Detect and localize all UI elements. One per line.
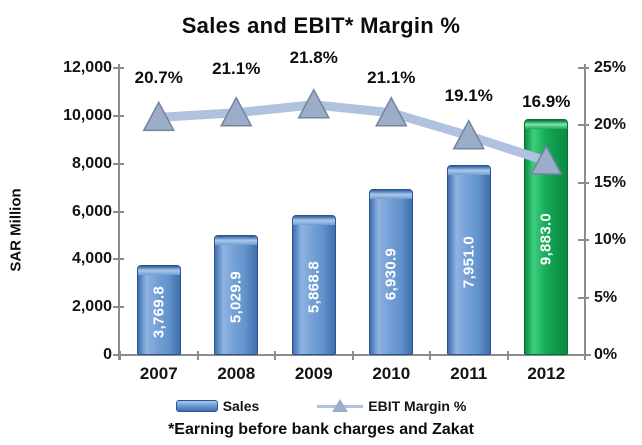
y2-axis-tick	[578, 296, 589, 299]
x-axis-year-label: 2007	[139, 364, 178, 383]
legend-item-ebit: EBIT Margin %	[317, 398, 466, 414]
y2-axis-tick-label: 5%	[594, 288, 618, 306]
bar-top-bevel	[292, 215, 335, 225]
y2-axis-tick-label: 0%	[594, 346, 618, 363]
ebit-margin-label: 21.8%	[289, 47, 338, 67]
legend-ebit-label: EBIT Margin %	[368, 398, 467, 414]
sales-bar-2009	[291, 214, 336, 355]
y-axis-tick-label: 2,000	[71, 298, 112, 316]
triangle-marker-icon	[297, 88, 331, 119]
x-axis-tick	[196, 351, 199, 360]
x-axis-year-label: 2009	[294, 364, 333, 383]
sales-value-label: 9,883.0	[537, 212, 555, 265]
x-axis-year-label: 2008	[217, 364, 256, 383]
y-axis-tick-label: 4,000	[71, 250, 112, 268]
y-axis-tick-label: 10,000	[63, 106, 112, 124]
x-axis-year-label: 2012	[527, 364, 566, 383]
y2-axis-tick-label: 10%	[594, 231, 627, 249]
sales-bar-2011	[446, 164, 491, 355]
y-axis-tick	[113, 114, 124, 117]
y2-axis-tick-label: 15%	[594, 173, 627, 191]
y-axis-tick	[113, 162, 124, 165]
x-axis-tick	[429, 351, 431, 360]
ebit-margin-label: 21.1%	[367, 67, 416, 87]
y2-axis-tick	[578, 124, 589, 127]
x-axis-tick	[119, 351, 121, 360]
x-axis-year-label: 2010	[372, 364, 411, 383]
ebit-margin-label: 16.9%	[522, 91, 571, 111]
footnote: *Earning before bank charges and Zakat	[168, 421, 474, 438]
y-axis-tick	[113, 210, 124, 213]
right-axis-line	[584, 64, 586, 360]
ebit-margin-label: 19.1%	[444, 85, 493, 105]
y2-axis-tick-label: 20%	[594, 116, 627, 134]
bar-top-bevel	[447, 165, 490, 175]
triangle-marker-icon	[374, 96, 408, 127]
triangle-marker-icon	[142, 100, 176, 132]
triangle-line-icon	[317, 398, 364, 414]
y-axis-tick-label: 12,000	[63, 59, 112, 76]
sales-bar-2008	[214, 234, 259, 355]
x-axis-tick	[506, 351, 509, 360]
y2-axis-tick	[578, 181, 589, 184]
legend: Sales EBIT Margin %	[0, 398, 642, 414]
sales-bar-2010	[369, 189, 414, 355]
y-axis-tick-label: 8,000	[71, 154, 112, 172]
bar-top-bevel	[525, 119, 568, 129]
y2-axis-tick	[578, 354, 589, 356]
sales-value-label: 6,930.9	[382, 248, 400, 301]
x-axis-tick	[351, 351, 354, 360]
sales-value-label: 3,769.8	[150, 285, 168, 338]
sales-value-label: 5,868.8	[305, 260, 323, 313]
bar-top-bevel	[137, 265, 180, 275]
x-axis-year-label: 2011	[450, 364, 488, 383]
legend-item-sales: Sales	[175, 398, 260, 414]
legend-sales-label: Sales	[222, 398, 260, 414]
y-axis-tick	[113, 258, 124, 261]
ebit-margin-label: 20.7%	[134, 68, 183, 88]
y2-axis-tick	[578, 239, 589, 242]
ebit-margin-label: 21.1%	[212, 58, 261, 78]
bar-top-bevel	[370, 190, 413, 200]
triangle-marker-icon	[452, 119, 486, 150]
triangle-marker-icon	[219, 96, 253, 127]
chart-title: Sales and EBIT* Margin %	[181, 13, 461, 38]
sales-value-label: 7,951.0	[460, 235, 478, 288]
y-axis-tick	[113, 67, 124, 69]
sales-value-label: 5,029.9	[227, 270, 245, 323]
y-axis-tick-label: 0	[103, 346, 112, 363]
y2-axis-tick	[578, 67, 589, 69]
x-axis-tick	[584, 351, 586, 360]
y-axis-tick-label: 6,000	[71, 202, 112, 220]
sales-bar-2007	[136, 264, 181, 355]
bar-swatch-icon	[175, 400, 218, 412]
bar-top-bevel	[215, 235, 258, 245]
y2-axis-tick-label: 25%	[594, 59, 627, 76]
x-axis-tick	[274, 351, 276, 360]
y-axis-tick	[113, 306, 124, 309]
y-axis-tick	[113, 354, 124, 356]
